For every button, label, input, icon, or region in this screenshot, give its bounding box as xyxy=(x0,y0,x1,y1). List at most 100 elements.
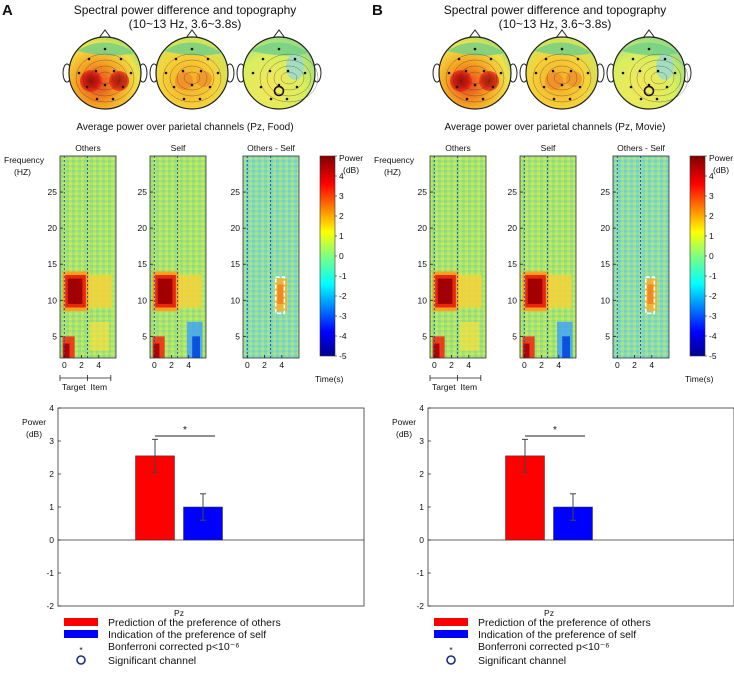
electrode xyxy=(481,97,485,101)
y-tick-label: 5 xyxy=(52,331,57,341)
late-low-yellow xyxy=(90,321,110,351)
topography-subtitle: (10~13 Hz, 3.6~3.8s) xyxy=(499,17,612,31)
bar-y-tick-label: 2 xyxy=(49,469,54,479)
target-label: Target xyxy=(432,382,456,392)
contour-line xyxy=(176,65,208,91)
time-label: Time(s) xyxy=(685,374,714,384)
y-tick-label: 15 xyxy=(48,259,58,269)
contour-line xyxy=(532,53,592,103)
contour-line xyxy=(75,53,135,103)
contour-line xyxy=(280,71,298,85)
contour-line xyxy=(82,59,128,97)
alpha-band-late xyxy=(88,275,112,308)
electrode xyxy=(568,97,572,101)
nose xyxy=(468,29,482,39)
y-tick-label: 20 xyxy=(418,223,428,233)
colorbar-tick-label: 4 xyxy=(709,171,714,181)
y-tick-label: 25 xyxy=(231,187,241,197)
bar-y-tick-label: 1 xyxy=(49,502,54,512)
electrode xyxy=(103,83,107,87)
bar-y-tick-label: 1 xyxy=(419,502,424,512)
electrode xyxy=(447,71,451,75)
x-tick-label: 2 xyxy=(449,360,454,370)
electrode xyxy=(112,69,116,73)
spectrogram-title: Others xyxy=(445,143,471,153)
colorbar-unit: (dB) xyxy=(713,165,729,175)
electrode xyxy=(285,97,289,101)
electrode xyxy=(489,57,493,61)
significance-star: * xyxy=(553,425,557,436)
y-tick-label: 10 xyxy=(138,295,148,305)
x-tick-label: 0 xyxy=(432,360,437,370)
legend-label-others: Prediction of the preference of others xyxy=(108,617,281,629)
y-tick-label: 15 xyxy=(508,259,518,269)
bar-y-tick-label: 0 xyxy=(49,535,54,545)
y-tick-label: 20 xyxy=(48,223,58,233)
legend-star: * xyxy=(449,645,453,655)
electrode xyxy=(198,97,202,101)
y-tick-label: 5 xyxy=(142,331,147,341)
electrode xyxy=(295,85,299,89)
y-tick-label: 5 xyxy=(422,331,427,341)
colorbar-tick-label: -5 xyxy=(709,351,717,361)
x-tick-label: 4 xyxy=(466,360,471,370)
late-low-deep xyxy=(192,336,200,358)
low-freq-core xyxy=(433,343,440,358)
significance-box xyxy=(274,276,286,315)
x-tick-label: 2 xyxy=(79,360,84,370)
spectrogram-title: Others - Self xyxy=(247,143,295,153)
legend-star: * xyxy=(79,645,83,655)
x-tick-label: 0 xyxy=(152,360,157,370)
colorbar xyxy=(319,155,336,357)
colorbar-tick-label: 2 xyxy=(709,211,714,221)
warm-spot xyxy=(175,72,193,90)
spectrogram-frame xyxy=(242,155,300,359)
electrode xyxy=(673,71,677,75)
colorbar-tick-label: -4 xyxy=(339,331,347,341)
spectrogram-frame xyxy=(429,155,487,359)
electrode xyxy=(647,83,651,87)
electrode xyxy=(491,85,495,89)
bar-y-tick-label: -1 xyxy=(46,568,54,578)
alpha-band-core xyxy=(157,278,173,304)
electrode xyxy=(631,57,635,61)
y-tick-label: 20 xyxy=(138,223,148,233)
y-tick-label: 15 xyxy=(138,259,148,269)
colorbar-tick-label: 3 xyxy=(339,191,344,201)
electrode xyxy=(629,85,633,89)
electrode xyxy=(277,47,281,51)
alpha-band-late xyxy=(178,275,202,308)
panel-b: B Spectral power difference and topograph… xyxy=(372,2,734,667)
alpha-band-core xyxy=(527,278,543,304)
electrode xyxy=(190,47,194,51)
x-tick-label: 2 xyxy=(169,360,174,370)
electrode xyxy=(303,71,307,75)
electrode xyxy=(87,57,91,61)
legend-swatch-others xyxy=(434,618,468,626)
colorbar-tick-label: 1 xyxy=(339,231,344,241)
x-tick-label: 2 xyxy=(632,360,637,370)
x-tick-label: 0 xyxy=(62,360,67,370)
spectrogram-title: Others - Self xyxy=(617,143,665,153)
frequency-label: Frequency xyxy=(374,155,415,165)
contour-line xyxy=(266,59,312,97)
bar-y-tick-label: 4 xyxy=(49,403,54,413)
legend-significant: Significant channel xyxy=(478,655,566,667)
electrode xyxy=(552,97,556,101)
contour-line xyxy=(546,65,578,91)
electrode xyxy=(261,57,265,61)
electrode xyxy=(638,69,642,73)
panel-letter: A xyxy=(2,2,13,19)
difference-core xyxy=(647,284,654,304)
legend-swatch-others xyxy=(64,618,98,626)
bar-y-tick-label: -2 xyxy=(416,601,424,611)
electrode xyxy=(277,83,281,87)
low-freq-core xyxy=(63,343,70,358)
y-tick-label: 25 xyxy=(418,187,428,197)
bar-y-label: Power xyxy=(22,417,46,427)
electrode xyxy=(560,47,564,51)
electrode xyxy=(473,47,477,51)
spectrogram-frame xyxy=(149,155,207,359)
electrode xyxy=(578,85,582,89)
topography-title: Spectral power difference and topography xyxy=(74,3,297,17)
